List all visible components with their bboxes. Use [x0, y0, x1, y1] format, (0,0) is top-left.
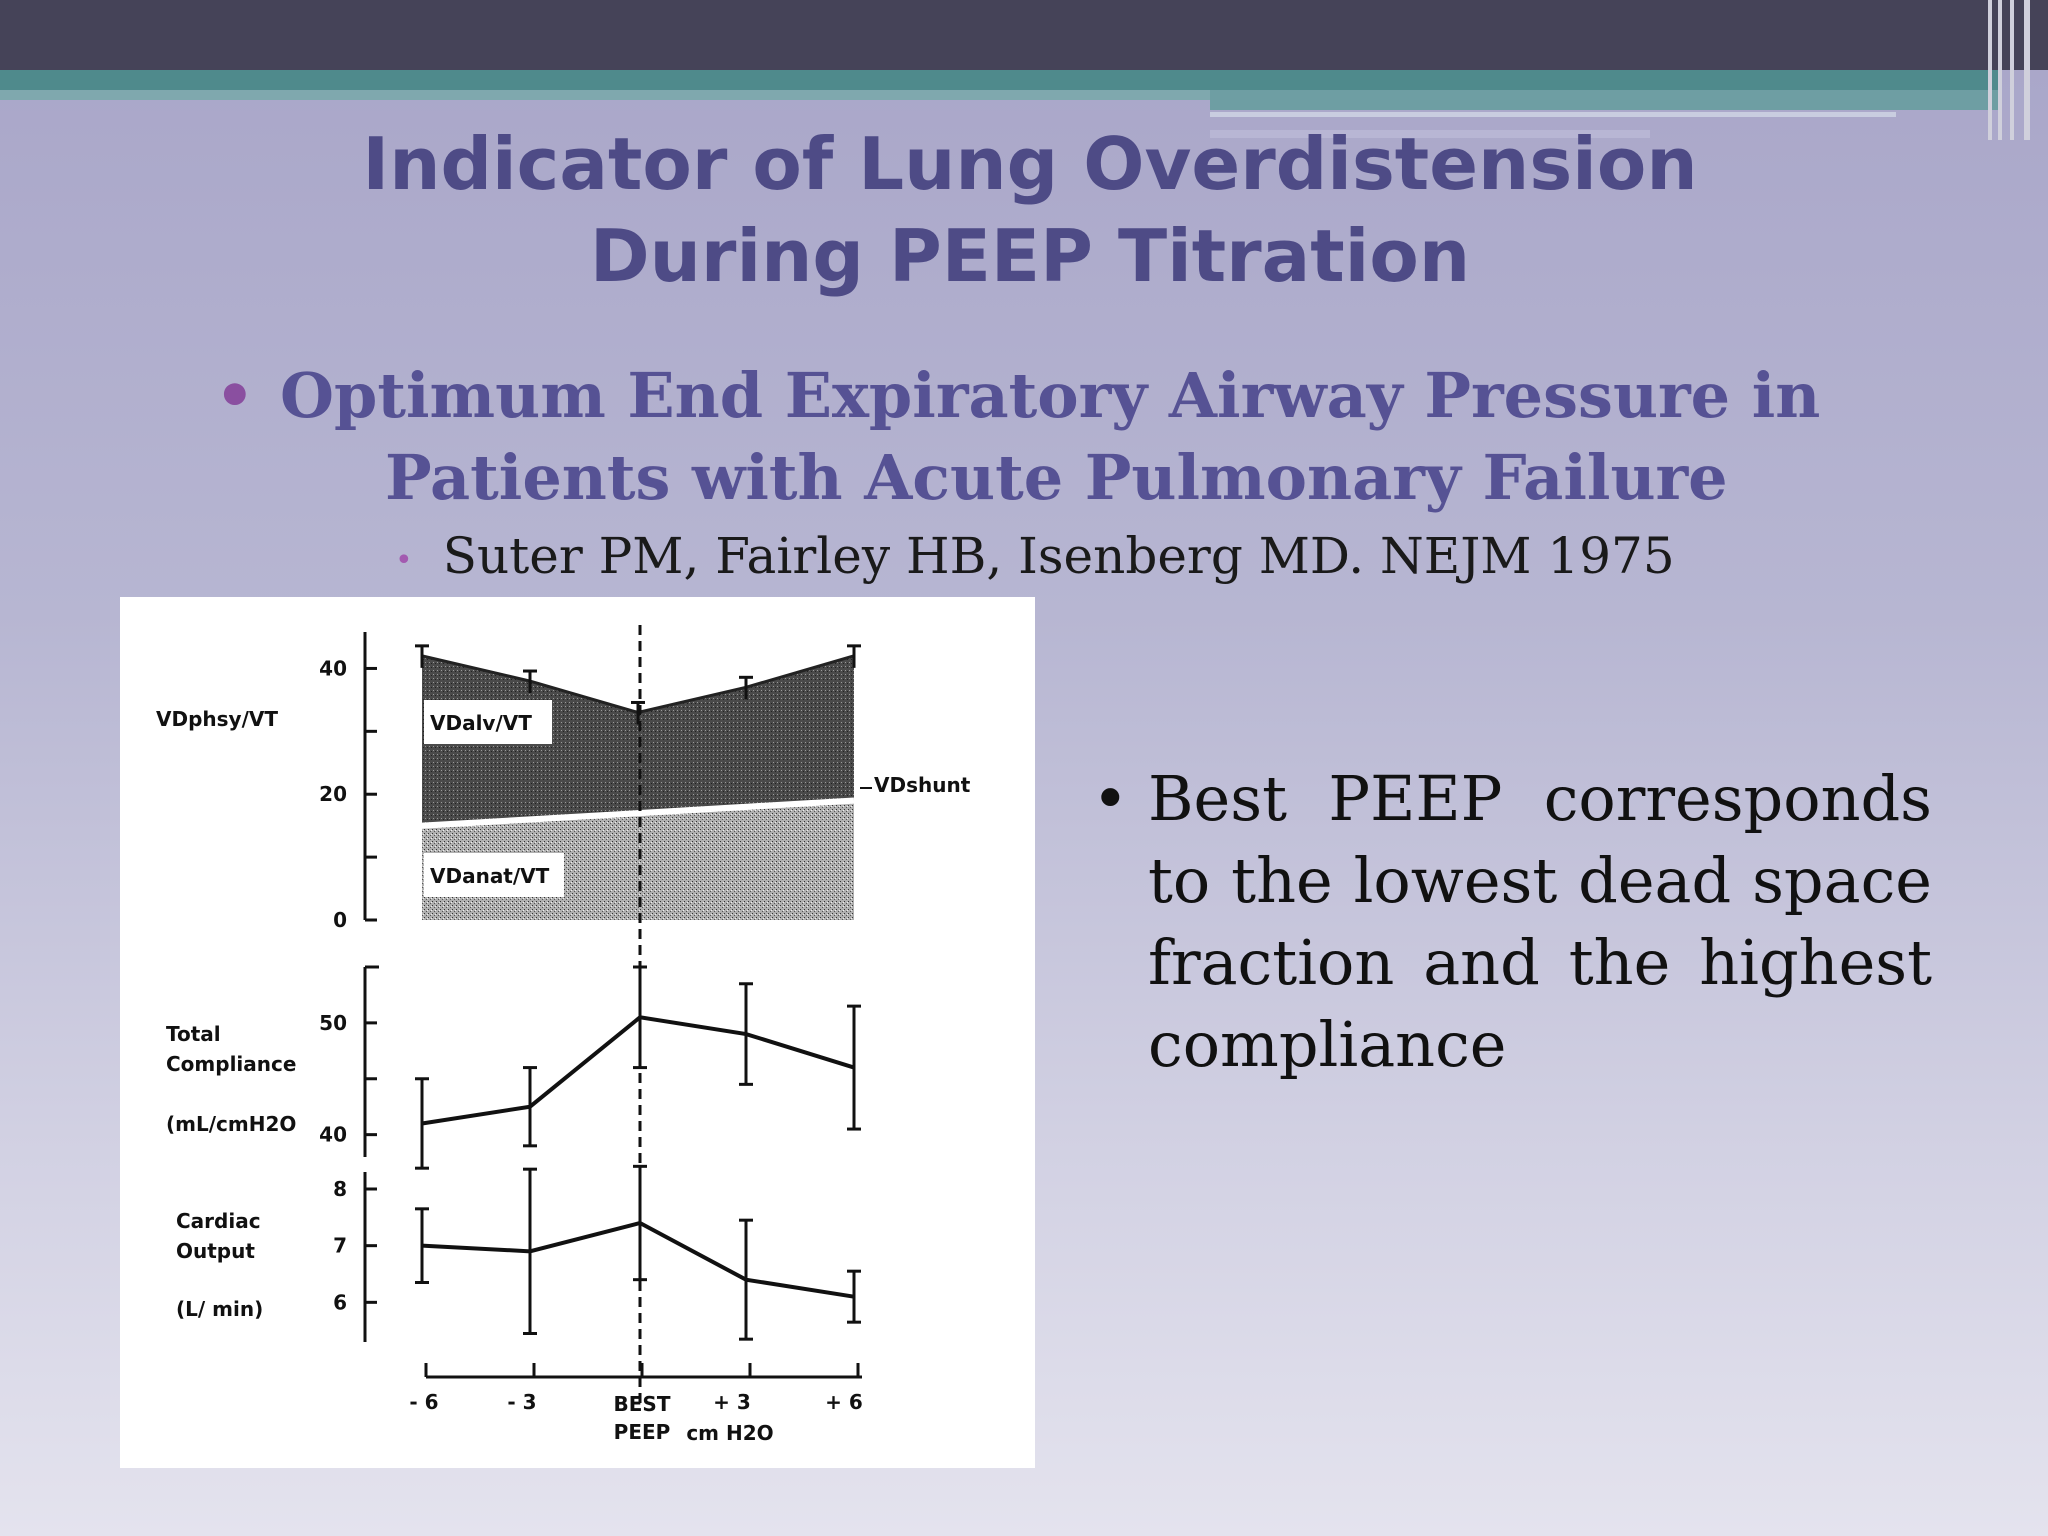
title-line-2: During PEEP Titration: [589, 214, 1471, 298]
vdanat-label: VDanat/VT: [430, 864, 550, 888]
y-tick-label: 0: [333, 908, 347, 932]
vdalv-label: VDalv/VT: [430, 711, 532, 735]
edge-stripe: [1998, 0, 2002, 140]
title-line-1: Indicator of Lung Overdistension: [362, 122, 1698, 206]
y-axis-label: Cardiac: [176, 1209, 261, 1233]
side-bullet: • Best PEEP corresponds to the lowest de…: [1092, 758, 1932, 1086]
y-tick-label: 7: [333, 1234, 347, 1258]
y-axis-label: Compliance: [166, 1052, 296, 1076]
y-axis-label: Output: [176, 1239, 255, 1263]
y-tick-label: 8: [333, 1177, 347, 1201]
accent-stripe: [0, 70, 2000, 90]
main-bullet-line-2: Patients with Acute Pulmonary Failure: [385, 441, 1728, 514]
y-tick-label: 6: [333, 1290, 347, 1314]
label-box: [424, 853, 564, 897]
x-tick-label: BEST: [614, 1392, 671, 1416]
edge-stripe: [2010, 0, 2014, 140]
bullet-marker: •: [215, 359, 255, 432]
compliance-chart: 50 40 Total Compliance (mL/cmH2O: [166, 965, 861, 1170]
x-tick-label: - 6: [409, 1390, 438, 1414]
y-axis-label: (mL/cmH2O: [166, 1112, 296, 1136]
vdshunt-label: VDshunt: [874, 773, 971, 797]
x-tick-label: - 3: [507, 1390, 536, 1414]
chart-figure: 40 20 0 VDphsy/VT VDalv/VT VDanat/VT VDshunt 5…: [156, 625, 971, 1445]
dead-space-chart: 40 20 0 VDphsy/VT VDalv/VT VDanat/VT VDshunt: [156, 632, 971, 932]
x-tick-label: + 3: [713, 1390, 751, 1414]
accent-stripe-lower: [0, 90, 1210, 100]
main-bullet-line-1: Optimum End Expiratory Airway Pressure i…: [280, 359, 1821, 432]
y-tick-label: 50: [319, 1011, 347, 1035]
cardiac-output-chart: 8 7 6 Cardiac Output (L/ min): [176, 1164, 861, 1342]
y-tick-label: 40: [319, 1123, 347, 1147]
accent-stripe-right: [1210, 90, 2000, 110]
x-axis-unit: cm H2O: [686, 1421, 773, 1445]
x-tick-label-sub: PEEP: [614, 1420, 671, 1444]
top-bar: [0, 0, 2048, 70]
bullet-marker: •: [395, 542, 413, 578]
cardiac-output-line: [421, 1220, 855, 1299]
edge-stripe: [2024, 0, 2030, 140]
y-axis-label: Total: [166, 1022, 221, 1046]
x-tick-label: + 6: [825, 1390, 863, 1414]
bullet-marker: •: [1092, 762, 1129, 835]
y-axis-label: (L/ min): [176, 1297, 263, 1321]
edge-stripe: [1988, 0, 1992, 140]
y-tick-label: 40: [319, 656, 347, 680]
x-axis: - 6 - 3 BEST PEEP + 3 + 6 cm H2O: [409, 625, 863, 1445]
citation-text: Suter PM, Fairley HB, Isenberg MD. NEJM …: [442, 527, 1675, 585]
citation-bullet: • Suter PM, Fairley HB, Isenberg MD. NEJM…: [395, 527, 1675, 585]
side-bullet-text: Best PEEP corresponds to the lowest dead…: [1148, 762, 1932, 1081]
slide-title: Indicator of Lung Overdistension During …: [280, 118, 1780, 302]
vdshunt-band: [421, 797, 855, 829]
accent-line-lower: [1210, 130, 1650, 138]
accent-line: [1210, 112, 1896, 117]
y-axis-label: VDphsy/VT: [156, 707, 278, 731]
main-bullet: • Optimum End Expiratory Airway Pressure…: [215, 355, 1915, 519]
compliance-line: [421, 1015, 855, 1126]
y-tick-label: 20: [319, 782, 347, 806]
chart-panel: 40 20 0 VDphsy/VT VDalv/VT VDanat/VT VDshunt 5…: [120, 597, 1035, 1468]
label-box: [424, 700, 552, 744]
